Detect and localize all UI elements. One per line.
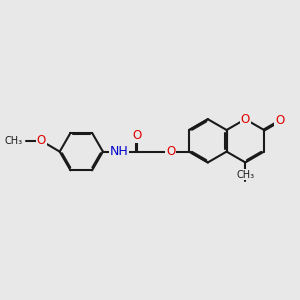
- Text: CH₃: CH₃: [236, 170, 254, 180]
- Text: O: O: [132, 129, 142, 142]
- Text: NH: NH: [110, 145, 128, 158]
- Text: CH₃: CH₃: [5, 136, 23, 146]
- Text: O: O: [241, 113, 250, 126]
- Text: O: O: [166, 145, 176, 158]
- Text: O: O: [37, 134, 46, 147]
- Text: O: O: [275, 114, 285, 127]
